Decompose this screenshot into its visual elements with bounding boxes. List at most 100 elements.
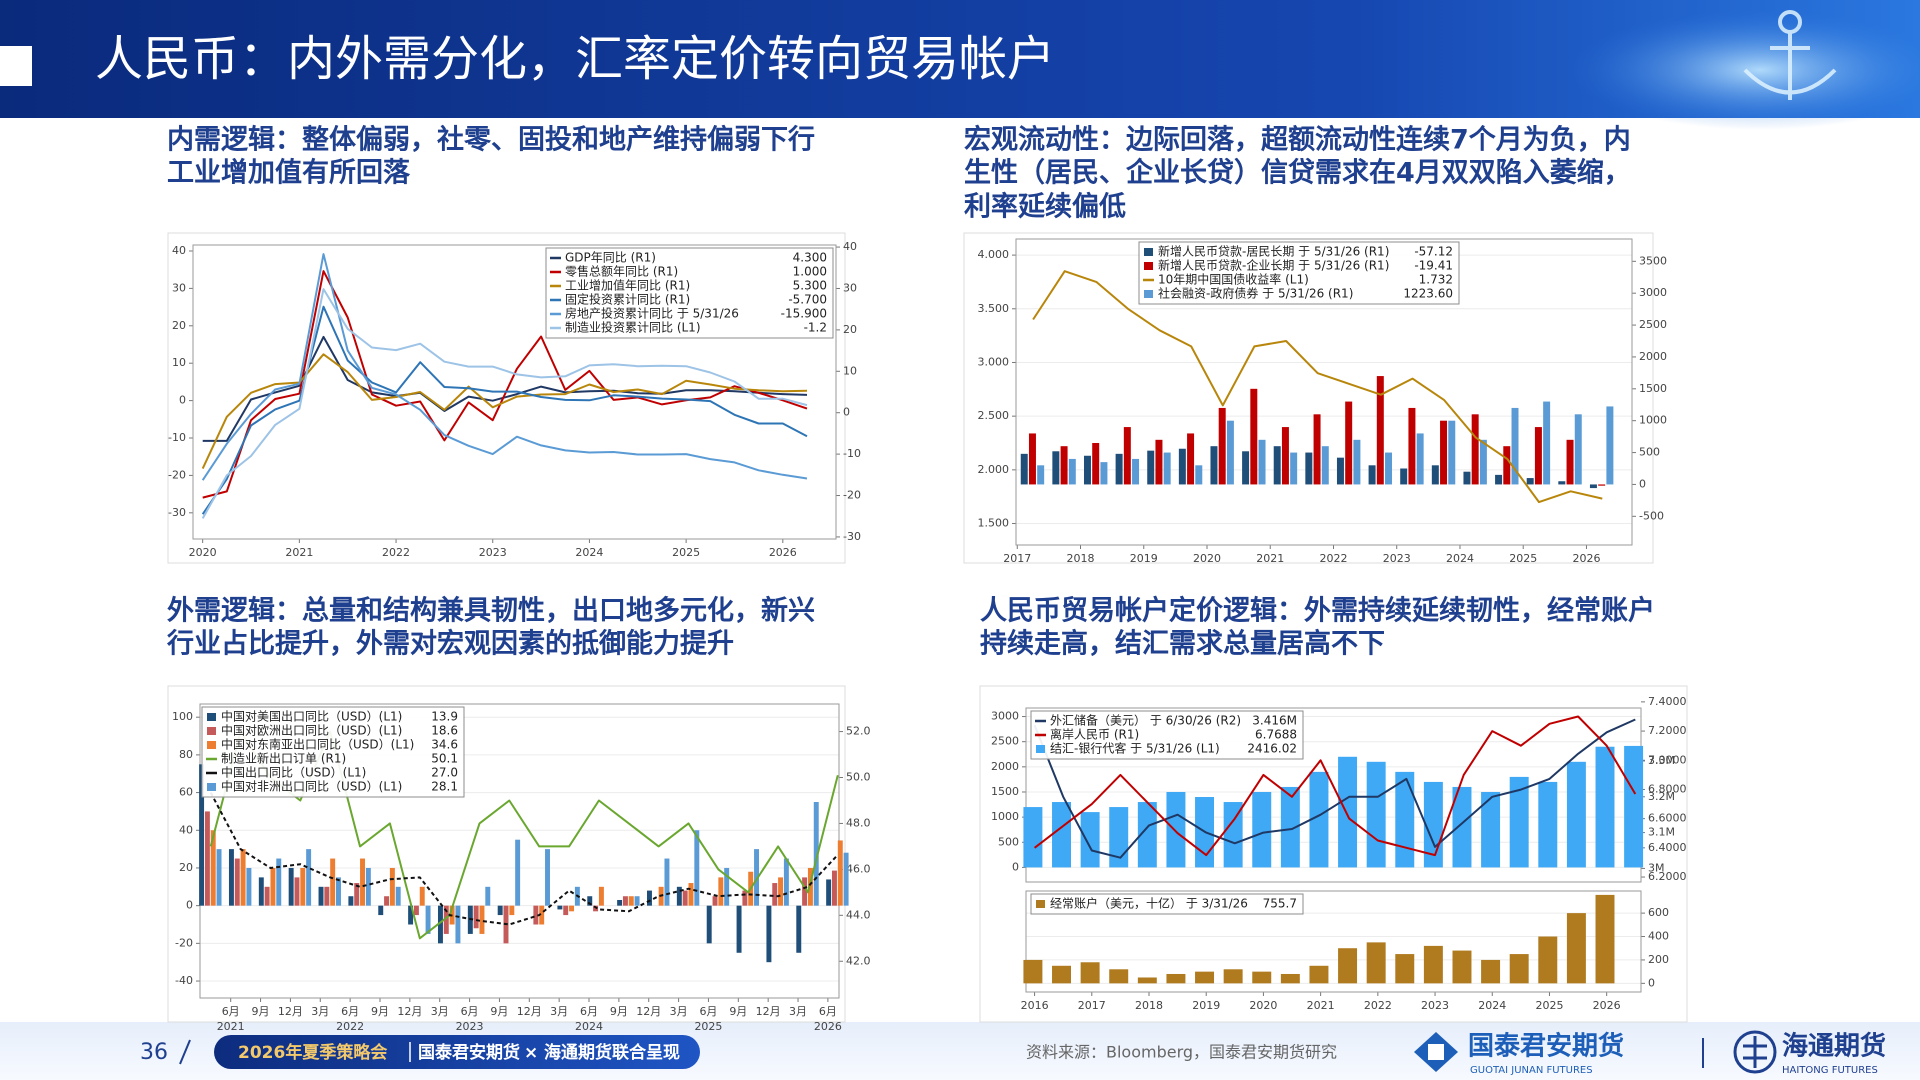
y-tick-label: 20 [179, 861, 193, 874]
bar [1028, 433, 1036, 485]
y-tick-label: -10 [168, 431, 186, 444]
bar [300, 867, 306, 906]
y-tick-label: 2.500 [978, 409, 1010, 422]
x-tick-label: 2024 [1446, 552, 1474, 565]
panel-heading: 生性（居民、企业长贷）信贷需求在4月双双陷入萎缩， [964, 157, 1631, 189]
legend-box [201, 706, 465, 798]
bar [1606, 406, 1614, 485]
legend-swatch [1036, 900, 1045, 908]
legend-value: 755.7 [1263, 897, 1297, 911]
bar [1252, 791, 1272, 868]
logo-text: 海通期货 [1782, 1031, 1886, 1062]
bar [1452, 786, 1472, 868]
bar [1155, 439, 1163, 485]
y-tick-label: 1000 [1639, 414, 1667, 427]
bar [1416, 433, 1424, 485]
x-tick-label: 12月 [278, 1005, 303, 1018]
legend-value: 18.6 [431, 724, 458, 738]
legend-value: 50.1 [431, 752, 458, 766]
y-tick-label: 80 [179, 748, 193, 761]
bar [378, 905, 384, 916]
y-tick-label: 3.3M [1648, 754, 1675, 767]
y-tick-label: 40 [179, 823, 193, 836]
bar [360, 858, 365, 906]
page-number: 36 [140, 1040, 168, 1065]
panel-heading: 人民币贸易帐户定价逻辑：外需持续延续韧性，经常账户 [980, 595, 1655, 627]
bar [557, 905, 563, 910]
bar [1280, 973, 1300, 984]
bar [706, 905, 712, 944]
bar [1166, 791, 1186, 868]
title-accent [0, 46, 32, 86]
x-tick-label: 2026 [769, 546, 797, 559]
bar [1400, 468, 1408, 485]
legend-value: 2416.02 [1247, 742, 1297, 756]
bar [1163, 452, 1171, 485]
legend-value: 5.300 [793, 279, 827, 293]
bar [1479, 439, 1487, 485]
legend-label: 外汇储备（美元） 于 6/30/26 (R2) [1050, 713, 1241, 728]
x-tick-label: 9月 [252, 1005, 270, 1018]
bar [682, 890, 688, 906]
bar [802, 877, 808, 906]
legend-label: 社会融资-政府债券 于 5/31/26 (R1) [1158, 286, 1353, 301]
legend-value: 28.1 [431, 780, 458, 794]
panel-heading: 利率延续偏低 [964, 191, 1126, 223]
bar [1366, 761, 1386, 868]
legend-value: -15.900 [781, 307, 827, 321]
bar [843, 852, 849, 906]
bar [228, 849, 234, 906]
y-tick-label: -20 [175, 936, 193, 949]
x-tick-label: 2026 [1572, 552, 1600, 565]
bar [1595, 746, 1615, 868]
y-tick-label: 6.2000 [1648, 870, 1687, 883]
x-tick-label: 3月 [789, 1005, 807, 1018]
y-tick-label: 600 [1648, 906, 1669, 919]
bar [545, 849, 550, 906]
y-tick-label: -10 [843, 447, 861, 460]
y-tick-label: 4.000 [978, 248, 1010, 261]
bar [1471, 414, 1479, 485]
x-tick-label: 2025 [672, 546, 700, 559]
y-tick-label: 0 [1648, 976, 1655, 989]
x-tick-label: 2020 [189, 546, 217, 559]
bar [1321, 446, 1329, 485]
x-tick-label: 2021 [217, 1020, 245, 1033]
banner [214, 1035, 700, 1069]
bar [1147, 450, 1155, 485]
bar [796, 905, 802, 953]
panel-heading: 行业占比提升，外需对宏观因素的抵御能力提升 [166, 628, 734, 660]
logo-subtext: GUOTAI JUNAN FUTURES [1470, 1065, 1593, 1076]
line-series [201, 353, 808, 470]
x-tick-label: 2018 [1135, 999, 1163, 1012]
y-tick-label: 60 [179, 786, 193, 799]
y-tick-label: 30 [172, 281, 186, 294]
x-tick-label: 2026 [814, 1020, 842, 1033]
y-tick-label: 0 [179, 394, 186, 407]
bar [1178, 448, 1186, 485]
bar [1543, 401, 1551, 485]
x-tick-label: 12月 [756, 1005, 781, 1018]
y-tick-label: -500 [1639, 509, 1664, 522]
y-tick-label: 3000 [991, 710, 1019, 723]
y-tick-label: 3.500 [978, 302, 1010, 315]
plot-frame [192, 244, 837, 540]
x-tick-label: 6月 [222, 1005, 240, 1018]
bar [1395, 954, 1415, 984]
bar [742, 890, 748, 906]
bar [306, 849, 312, 906]
bar [622, 896, 628, 906]
bar [736, 905, 742, 953]
logo-subtext: HAITONG FUTURES [1782, 1065, 1878, 1076]
bar [395, 886, 401, 906]
y-tick-label: 3000 [1639, 286, 1667, 299]
legend-value: 6.7688 [1255, 728, 1297, 742]
bar [837, 840, 843, 906]
bar [1558, 481, 1566, 485]
bar [647, 890, 652, 906]
bar [688, 883, 694, 906]
x-tick-label: 2022 [1319, 552, 1347, 565]
bar [634, 896, 640, 906]
bar [1309, 965, 1329, 984]
bar [1100, 462, 1108, 485]
